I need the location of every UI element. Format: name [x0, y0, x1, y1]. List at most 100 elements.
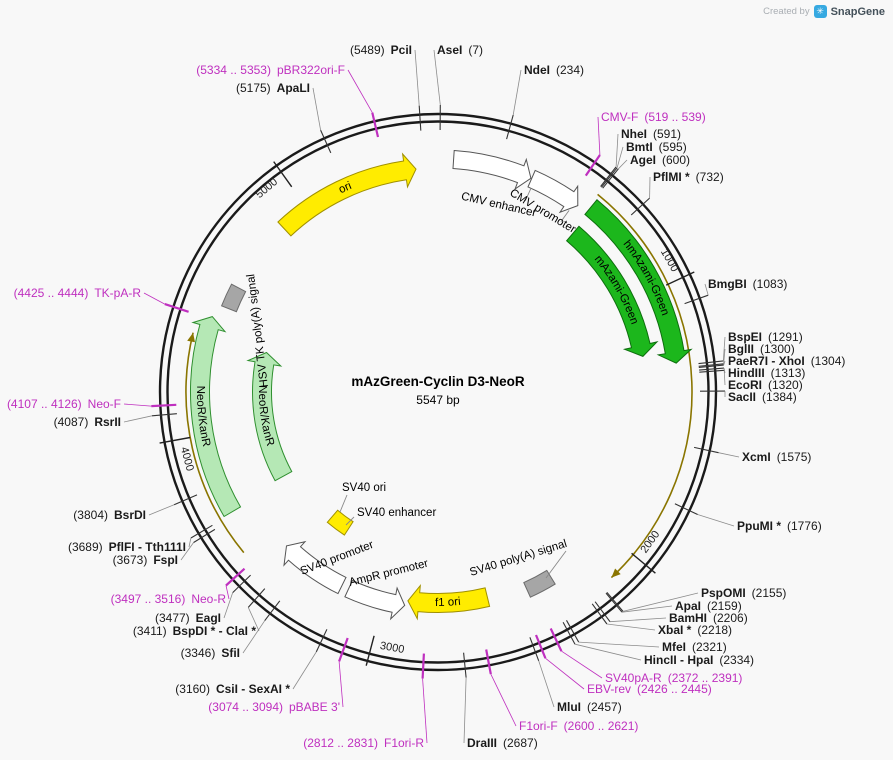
site-label-EagI: (3477) EagI [155, 611, 221, 625]
site-leader-DraIII [463, 677, 467, 744]
float-label-leader [339, 494, 348, 513]
site-leader-MluI [538, 660, 555, 708]
watermark-prefix: Created by [763, 6, 810, 17]
enzyme-tick-ApaI [605, 592, 623, 613]
float-label-leader [345, 516, 355, 526]
enzyme-tick-NdeI [506, 114, 514, 140]
enzyme-tick-BspDI * - ClaI * [247, 588, 266, 608]
primer-tick-TK-pA-R [164, 303, 189, 313]
site-leader-RsrII [123, 415, 153, 423]
site-leader-XbaI * [606, 623, 656, 631]
site-label-PpuMI *: PpuMI * (1776) [737, 519, 822, 533]
site-label-AgeI: AgeI (600) [630, 153, 690, 167]
site-leader-MfeI [578, 641, 660, 648]
scale-label-2000: 2000 [638, 529, 662, 556]
site-leader-SfiI [242, 620, 266, 654]
scale-tick [665, 271, 695, 286]
site-label-CsiI - SexAI *: (3160) CsiI - SexAI * [175, 682, 290, 696]
enzyme-tick-MluI [529, 637, 540, 661]
site-label-ApaLI: (5175) ApaLI [236, 81, 310, 95]
enzyme-tick-EcoRI [699, 369, 725, 373]
feature-ori-label: ori [337, 180, 354, 196]
site-leader-NdeI [512, 69, 522, 116]
enzyme-tick-HincII - HpaI [562, 621, 576, 645]
site-label-pBABE 3': (3074 .. 3094) pBABE 3' [208, 700, 340, 714]
watermark: Created by ✳ SnapGene [763, 5, 885, 18]
site-label-PaeR7I - XhoI: PaeR7I - XhoI (1304) [728, 354, 845, 368]
watermark-brand: SnapGene [830, 5, 885, 18]
site-label-EcoRI: EcoRI (1320) [728, 378, 803, 392]
enzyme-tick-PpuMI * [674, 503, 698, 515]
feature-thinArc-0 [597, 193, 693, 579]
enzyme-tick-RsrII [151, 413, 177, 417]
site-leader-CMV-F [597, 116, 601, 156]
site-leader-F1ori-R [422, 678, 428, 744]
scale-tick [273, 161, 293, 188]
site-label-PspOMI: PspOMI (2155) [701, 586, 786, 600]
site-label-RsrII: (4087) RsrII [54, 415, 121, 429]
site-label-BspDI * - ClaI *: (3411) BspDI * - ClaI * [133, 624, 256, 638]
feature-hmazami-green [584, 198, 693, 364]
feature-thinArc-1 [185, 332, 245, 554]
enzyme-tick-BspEI [698, 360, 724, 365]
promoter-bracket-tick [524, 188, 532, 202]
site-leader-AgeI [618, 159, 628, 170]
site-label-SacII: SacII (1384) [728, 390, 797, 404]
site-label-BmtI: BmtI (595) [626, 140, 687, 154]
enzyme-tick-ApaLI [320, 129, 332, 154]
primer-tick-F1ori-F [485, 649, 492, 675]
site-leader-PspOMI [622, 592, 699, 612]
site-label-AseI: AseI (7) [437, 43, 483, 57]
site-label-PflFI - Tth111I: (3689) PflFI - Tth111I [68, 540, 186, 554]
enzyme-tick-PciI [418, 105, 422, 131]
site-label-Neo-R: (3497 .. 3516) Neo-R [111, 592, 227, 606]
float-label-leader [545, 550, 567, 579]
backbone-outer-ring [158, 112, 718, 672]
feature-thinArc-0-arrowhead [611, 568, 621, 578]
site-leader-Neo-F [123, 403, 152, 407]
site-leader-PflFI - Tth111I [188, 537, 192, 548]
site-leader-pBABE 3' [338, 661, 344, 708]
enzyme-tick-PflMI * [630, 197, 650, 216]
scale-tick [159, 436, 191, 444]
enzyme-tick-FspI [193, 528, 216, 543]
float-label-hsv-tk-poly-a-signal: HSV TK poly(A) signal [245, 273, 271, 388]
feature-neor-kanr [246, 351, 293, 482]
site-leader-XcmI [718, 452, 740, 458]
enzyme-tick-NheI [600, 166, 617, 187]
backbone [158, 112, 718, 672]
enzyme-tick-MfeI [566, 620, 580, 643]
site-label-FspI: (3673) FspI [113, 553, 178, 567]
site-leader-BmtI [616, 146, 624, 168]
site-leader-F1ori-F [490, 673, 517, 727]
site-leader-ApaLI [312, 87, 321, 131]
site-leader-BsrDI [148, 504, 175, 516]
enzyme-tick-CsiI - SexAI * [315, 629, 328, 653]
feature-box-7 [523, 569, 556, 598]
site-leader-CsiI - SexAI * [292, 651, 317, 690]
feature-mazami-green [565, 225, 659, 357]
site-leader-PaeR7I - XhoI [723, 360, 726, 366]
enzyme-tick-BsrDI [173, 494, 198, 506]
site-leader-EcoRI [723, 370, 726, 386]
enzyme-tick-AgeI [602, 168, 619, 189]
snapgene-logo-icon: ✳ [813, 5, 827, 18]
enzyme-tick-PspOMI [606, 591, 624, 612]
primer-tick-F1ori-R [421, 653, 425, 679]
primer-tick-Neo-F [151, 403, 177, 408]
enzyme-tick-DraIII [463, 652, 467, 678]
site-leader-ApaI [621, 605, 673, 613]
enzyme-tick-XbaI * [591, 603, 608, 625]
site-leader-EBV-rev [545, 657, 585, 690]
plasmid-size: 5547 bp [416, 393, 460, 407]
site-label-HindIII: HindIII (1313) [728, 366, 805, 380]
site-label-SfiI: (3346) SfiI [181, 646, 240, 660]
site-leader-BspDI * - ClaI * [247, 607, 260, 632]
site-label-NheI: NheI (591) [621, 127, 681, 141]
site-leader-EagI [223, 592, 234, 619]
float-label-sv40-enhancer: SV40 enhancer [357, 507, 436, 519]
enzyme-tick-HindIII [699, 367, 725, 371]
site-label-MfeI: MfeI (2321) [662, 640, 727, 654]
site-label-ApaI: ApaI (2159) [675, 599, 742, 613]
